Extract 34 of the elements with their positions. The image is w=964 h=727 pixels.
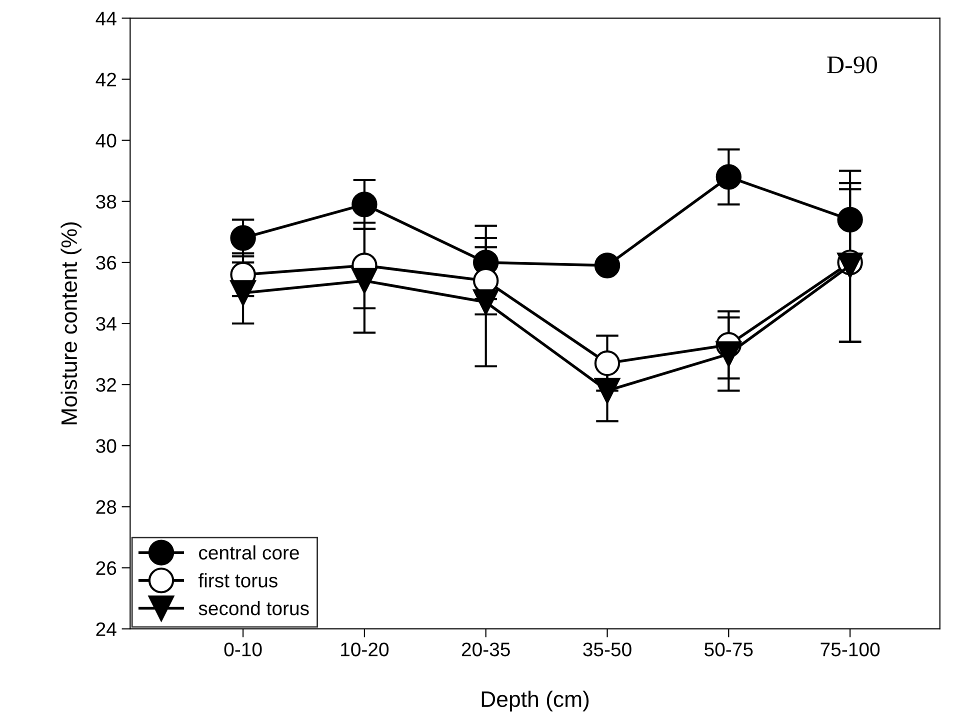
point — [594, 378, 620, 404]
point — [230, 225, 256, 251]
y-tick-label: 32 — [96, 378, 116, 392]
y-tick-label: 40 — [96, 134, 116, 148]
point — [230, 280, 256, 306]
x-tick-label: 75-100 — [820, 642, 880, 656]
y-tick-label: 26 — [96, 561, 116, 576]
y-axis-title: Moisture content (%) — [60, 222, 82, 424]
point — [837, 206, 863, 233]
x-tick-label: 20-35 — [462, 642, 510, 656]
x-axis-title: Depth (cm) — [482, 690, 589, 712]
y-tick-label: 36 — [96, 256, 116, 270]
x-tick-label: 35-50 — [583, 642, 632, 656]
point — [352, 268, 378, 294]
y-tick-label: 28 — [96, 500, 116, 514]
y-tick-label: 34 — [96, 316, 116, 331]
point — [716, 164, 742, 190]
point — [352, 192, 378, 218]
y-tick-label: 30 — [96, 439, 116, 453]
x-tick-label: 10-20 — [341, 642, 389, 656]
y-tick-label: 44 — [96, 12, 116, 26]
x-tick-label: 0-10 — [224, 642, 262, 656]
point — [594, 252, 620, 278]
legend-label: second torus — [198, 601, 309, 616]
legend-label: first torus — [198, 573, 278, 588]
legend-label: central core — [199, 545, 299, 560]
point — [716, 341, 742, 367]
y-tick-label: 24 — [96, 622, 116, 636]
y-tick-label: 42 — [96, 72, 116, 86]
annotation: D-90 — [827, 56, 877, 74]
x-tick-label: 50-75 — [704, 642, 753, 656]
point — [473, 289, 499, 315]
point — [594, 350, 620, 376]
y-tick-label: 38 — [96, 194, 116, 209]
